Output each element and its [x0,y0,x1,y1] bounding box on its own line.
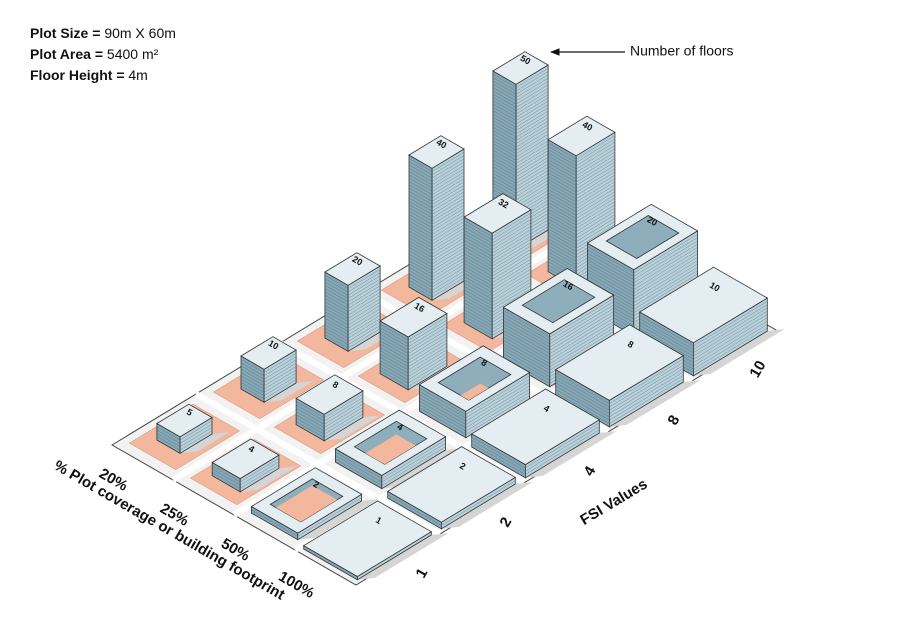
floor-count: 2 [312,479,321,490]
courtyard-wall [437,356,512,401]
fsi-label: 8 [664,412,683,428]
floor-lines [463,212,532,336]
top-face [324,252,381,286]
top-face [408,135,465,169]
top-face [386,446,517,523]
info-value: 4m [128,67,147,83]
top-face [638,266,769,344]
floor-lines [156,420,213,451]
floor-lines [295,393,364,438]
shadow [441,482,533,529]
info-block: Plot Size = 90m X 60m Plot Area = 5400 m… [30,25,176,83]
shadow [264,381,314,403]
top-face [302,500,433,577]
top-face [240,336,297,370]
floor-count: 20 [351,254,365,268]
floor-lines [419,375,530,435]
floor-count: 8 [331,379,340,390]
building: 2 [250,467,379,541]
shadow [297,499,379,540]
building: 16 [357,296,470,404]
fsi-axis-title: FSI Values [577,476,650,529]
top-face [554,324,685,401]
floor-count: 2 [458,461,467,472]
floor-count: 4 [247,443,256,454]
floor-lines [471,422,600,475]
shadow [180,432,230,454]
top-face [492,51,549,85]
floor-count: 10 [267,338,281,352]
top-face [470,388,601,466]
floor-lines [324,269,381,349]
floor-count: 4 [396,421,405,432]
building: 8 [554,324,701,428]
info-line: Plot Size = 90m X 60m [30,25,176,41]
building: 5 [128,403,241,471]
building: 4 [334,409,463,490]
floor-lines [379,316,448,387]
floor-lines [240,353,297,400]
floor-count: 40 [581,119,595,133]
building: 4 [189,438,302,506]
floor-count: 1 [374,515,383,526]
floor-count: 5 [185,407,194,418]
top-face [379,296,448,338]
floor-lines [555,358,684,424]
info-value: 90m X 60m [104,25,176,41]
top-face [463,193,532,234]
floor-lines [503,298,614,384]
fsi-label: 4 [580,463,599,479]
floor-lines [408,152,465,298]
building: 1 [302,500,449,581]
fsi-label: 10 [746,358,769,381]
building: 2 [386,446,533,530]
building: 10 [212,336,325,420]
top-face [156,403,213,438]
fsi-label: 2 [496,514,515,530]
floor-lines [251,497,362,537]
building: 8 [418,345,547,439]
courtyard-wall [605,215,680,259]
top-face [211,438,280,480]
info-label: Floor Height = [30,67,125,83]
courtyard-wall [521,279,596,324]
floor-lines [387,480,516,526]
floor-count: 32 [497,197,511,211]
shadow [240,466,297,492]
floor-lines [212,458,280,489]
info-line: Floor Height = 4m [30,67,148,83]
info-value: 5400 m² [107,46,159,62]
floor-count: 20 [645,214,659,228]
top-face [295,374,364,415]
shadow [525,431,617,478]
floor-count: 8 [480,357,489,368]
floor-count: 10 [708,280,722,294]
annotation: Number of floors [630,43,733,59]
info-label: Plot Size = [30,25,100,41]
info-label: Plot Area = [30,46,103,62]
floor-count: 8 [626,339,635,350]
floor-count: 16 [413,301,427,315]
building: 16 [502,268,631,388]
floor-lines [335,439,446,486]
floor-count: 40 [435,137,449,151]
floor-count: 50 [519,53,533,67]
building: 20 [296,252,409,369]
shadow [357,533,449,580]
floor-count: 16 [561,279,575,293]
shadow [609,380,701,427]
shadow [324,415,381,441]
building: 8 [273,374,386,455]
floor-count: 4 [542,403,551,414]
buildings: 50 40 40 20 32 20 10 16 16 10 8 8 8 5 4 4 4 2 2 1 [128,51,785,581]
courtyard-floor [354,434,427,465]
floor-lines [639,301,768,373]
building: 4 [470,388,617,479]
top-face [547,115,616,157]
shadow [693,329,785,376]
info-line: Plot Area = 5400 m² [30,46,159,62]
fsi-label: 1 [412,565,431,581]
